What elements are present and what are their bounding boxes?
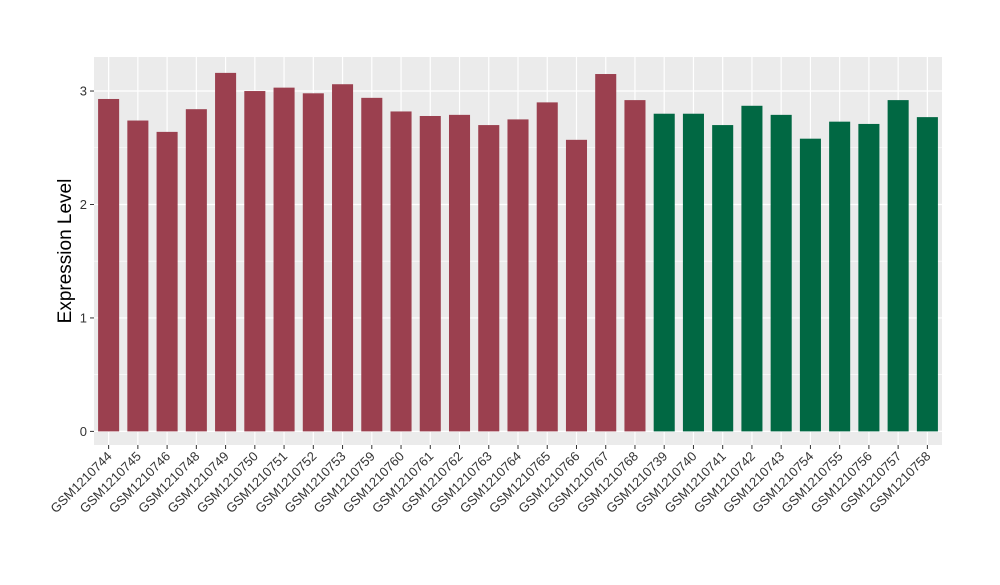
bars (98, 72, 938, 432)
bar-GSM1210760 (390, 111, 412, 432)
bar-GSM1210743 (770, 114, 792, 432)
bar-GSM1210768 (624, 100, 646, 432)
bar-GSM1210763 (478, 125, 500, 432)
bar-GSM1210741 (712, 125, 734, 432)
bar-GSM1210748 (185, 109, 207, 432)
bar-GSM1210759 (361, 97, 383, 432)
bar-GSM1210744 (98, 98, 120, 432)
y-tick-label: 1 (80, 310, 87, 325)
bar-GSM1210757 (887, 100, 909, 432)
bar-GSM1210754 (799, 138, 821, 432)
bar-GSM1210765 (536, 102, 558, 432)
bar-GSM1210749 (215, 72, 237, 432)
bar-GSM1210767 (595, 74, 617, 432)
x-axis: GSM1210744GSM1210745GSM1210746GSM1210748… (47, 445, 934, 516)
bar-GSM1210756 (858, 123, 880, 432)
bar-GSM1210753 (332, 84, 354, 432)
bar-GSM1210745 (127, 120, 149, 432)
bar-GSM1210766 (565, 139, 588, 432)
y-axis-label: Expression Level (55, 179, 76, 324)
bar-GSM1210740 (682, 113, 704, 432)
bar-GSM1210742 (741, 105, 763, 432)
bar-GSM1210764 (507, 119, 529, 432)
bar-GSM1210750 (244, 91, 266, 432)
bar-GSM1210761 (419, 115, 441, 432)
y-tick-label: 0 (80, 424, 87, 439)
bar-GSM1210755 (829, 121, 851, 432)
bar-GSM1210752 (302, 93, 324, 432)
bar-GSM1210762 (448, 114, 471, 432)
y-tick-label: 3 (80, 84, 87, 99)
bar-GSM1210739 (653, 113, 675, 432)
y-tick-label: 2 (80, 197, 87, 212)
bar-GSM1210751 (273, 87, 295, 432)
y-axis: 0 1 2 3 (80, 84, 94, 439)
bar-GSM1210746 (156, 131, 178, 432)
bar-GSM1210758 (916, 117, 938, 432)
